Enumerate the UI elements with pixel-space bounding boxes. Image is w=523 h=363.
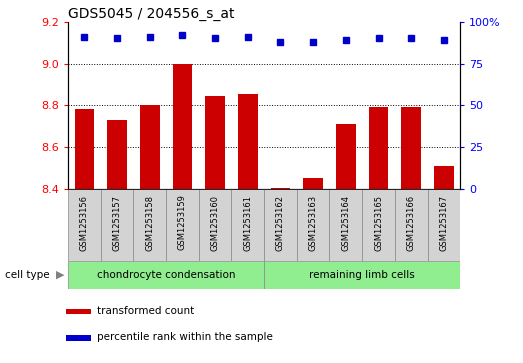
Bar [100, 189, 133, 261]
Bar [264, 261, 460, 289]
Bar [336, 124, 356, 189]
Text: percentile rank within the sample: percentile rank within the sample [97, 332, 272, 342]
Bar [66, 309, 90, 314]
Bar [74, 110, 94, 189]
Text: GSM1253158: GSM1253158 [145, 195, 154, 250]
Bar [68, 189, 100, 261]
Bar [66, 335, 90, 340]
Text: transformed count: transformed count [97, 306, 194, 316]
Text: GSM1253164: GSM1253164 [342, 195, 350, 250]
Text: GSM1253162: GSM1253162 [276, 195, 285, 250]
Bar [428, 189, 460, 261]
Bar [297, 189, 329, 261]
Bar [107, 120, 127, 189]
Text: remaining limb cells: remaining limb cells [309, 270, 415, 280]
Bar [231, 189, 264, 261]
Text: GSM1253161: GSM1253161 [243, 195, 252, 250]
Bar [140, 105, 160, 189]
Bar [362, 189, 395, 261]
Text: GSM1253167: GSM1253167 [439, 195, 448, 251]
Text: ▶: ▶ [56, 270, 64, 280]
Bar [173, 64, 192, 189]
Text: GSM1253166: GSM1253166 [407, 195, 416, 251]
Text: GSM1253156: GSM1253156 [80, 195, 89, 250]
Bar [303, 178, 323, 189]
Bar [238, 94, 257, 189]
Bar [264, 189, 297, 261]
Bar [166, 189, 199, 261]
Bar [434, 166, 453, 189]
Text: GSM1253160: GSM1253160 [211, 195, 220, 250]
Text: GSM1253163: GSM1253163 [309, 195, 317, 251]
Bar [402, 107, 421, 189]
Text: GSM1253159: GSM1253159 [178, 195, 187, 250]
Bar [133, 189, 166, 261]
Text: GSM1253165: GSM1253165 [374, 195, 383, 250]
Bar [68, 261, 264, 289]
Text: chondrocyte condensation: chondrocyte condensation [97, 270, 235, 280]
Text: cell type: cell type [5, 270, 50, 280]
Text: GSM1253157: GSM1253157 [112, 195, 121, 250]
Bar [199, 189, 231, 261]
Text: GDS5045 / 204556_s_at: GDS5045 / 204556_s_at [68, 7, 234, 21]
Bar [395, 189, 428, 261]
Bar [369, 107, 388, 189]
Bar [271, 188, 290, 189]
Bar [206, 96, 225, 189]
Bar [329, 189, 362, 261]
